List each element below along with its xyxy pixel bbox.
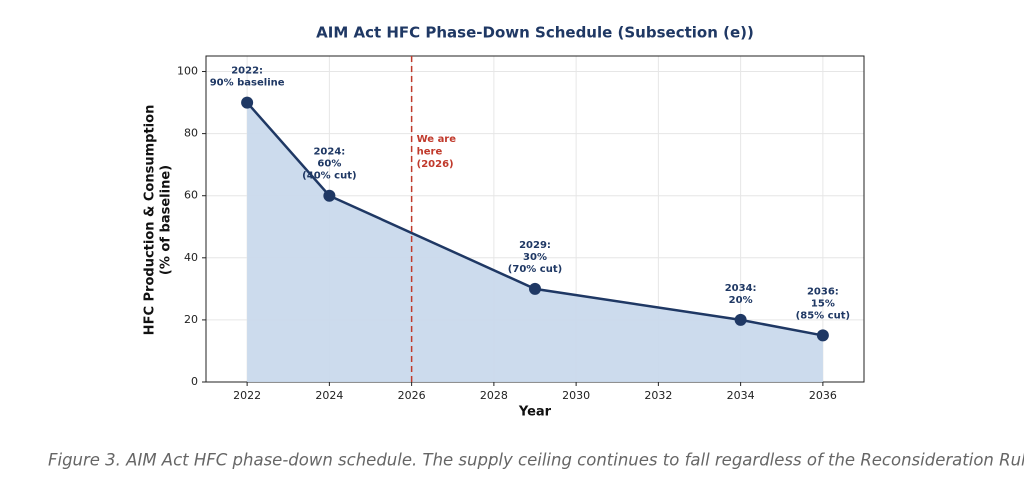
marker [323, 189, 336, 202]
x-tick-label: 2022 [233, 389, 261, 402]
marker [529, 282, 541, 295]
point-label: 2029: [519, 240, 551, 251]
point-label: 2024: [313, 147, 345, 158]
point-label: 2034: [725, 283, 757, 294]
marker [241, 96, 254, 109]
x-tick-label: 2028 [480, 389, 508, 402]
reference-label: We are [417, 134, 457, 145]
caption: Figure 3. AIM Act HFC phase-down schedul… [48, 451, 1024, 470]
y-tick-label: 0 [191, 375, 198, 388]
point-label: 30% [523, 252, 547, 263]
y-tick-label: 60 [184, 189, 198, 202]
marker [816, 329, 829, 342]
x-axis-label: Year [518, 405, 552, 420]
point-label: (40% cut) [302, 171, 356, 182]
point-label: 2022: [231, 66, 263, 77]
reference-label: here [417, 147, 443, 158]
y-axis-label: HFC Production & Consumption [143, 105, 158, 336]
point-label: (85% cut) [796, 310, 850, 321]
y-tick-label: 20 [184, 313, 198, 326]
x-tick-label: 2024 [315, 389, 343, 402]
point-label: (70% cut) [508, 264, 562, 275]
point-label: 90% baseline [210, 78, 285, 89]
point-label: 20% [729, 295, 753, 306]
x-tick-label: 2036 [809, 389, 837, 402]
x-tick-label: 2030 [562, 389, 590, 402]
point-label: 15% [811, 298, 835, 309]
x-tick-label: 2026 [398, 389, 426, 402]
point-label: 2036: [807, 286, 839, 297]
y-tick-label: 40 [184, 251, 198, 264]
y-tick-label: 80 [184, 127, 198, 140]
marker [734, 313, 747, 326]
y-tick-label: 100 [177, 65, 198, 78]
chart-title: AIM Act HFC Phase-Down Schedule (Subsect… [316, 24, 754, 42]
x-tick-label: 2034 [727, 389, 755, 402]
point-label: 60% [317, 159, 341, 170]
reference-label: (2026) [417, 159, 454, 170]
x-tick-label: 2032 [644, 389, 672, 402]
area [247, 102, 823, 383]
y-axis-label: (% of baseline) [159, 165, 174, 275]
